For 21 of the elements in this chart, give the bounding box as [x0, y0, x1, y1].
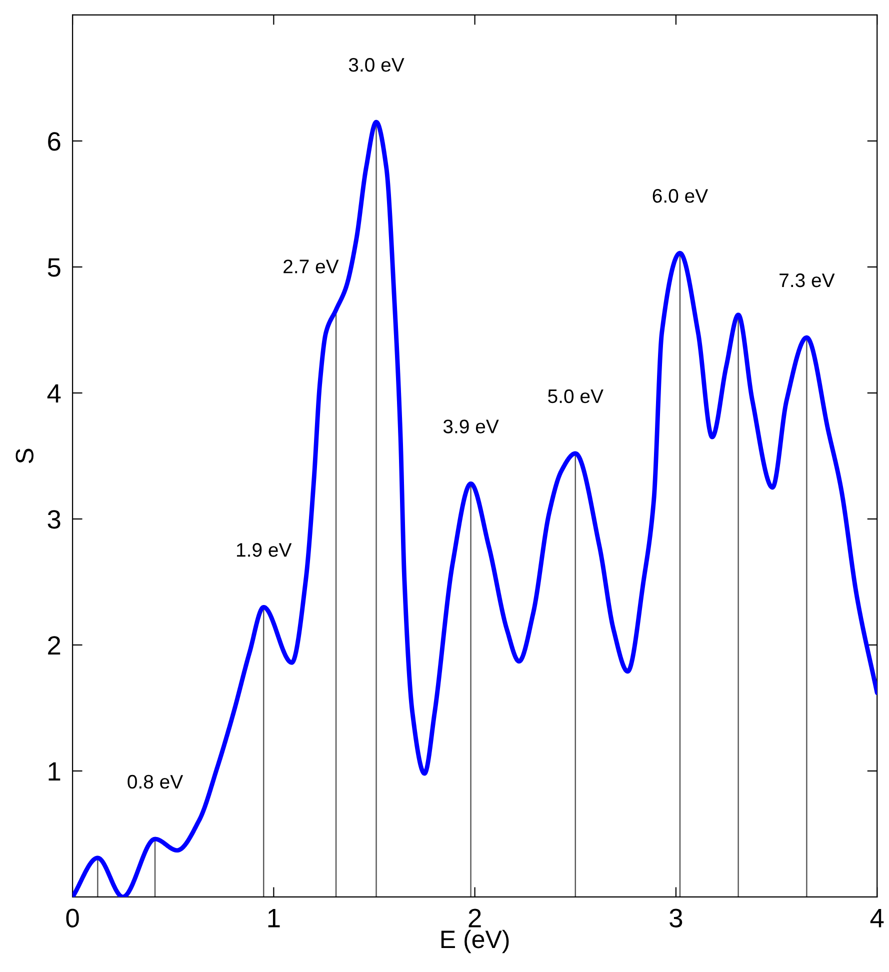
x-tick-label: 1 — [268, 909, 280, 928]
y-tick-label: 4 — [47, 384, 61, 403]
annotation: 0.8 eV — [128, 774, 184, 789]
y-tick-label: 2 — [48, 636, 60, 655]
x-tick-label: 4 — [870, 909, 884, 928]
y-tick-label: 1 — [48, 762, 60, 781]
annotation: 7.3 eV — [780, 273, 835, 288]
annotation: 1.9 eV — [237, 543, 292, 557]
y-axis-title: S — [16, 448, 34, 464]
annotation: 2.7 eV — [284, 260, 339, 274]
annotation: 3.0 eV — [348, 58, 404, 72]
annotation: 3.9 eV — [443, 420, 499, 434]
x-tick-label: 2 — [468, 908, 481, 928]
annotation: 6.0 eV — [652, 189, 708, 203]
y-tick-label: 6 — [48, 132, 60, 151]
x-tick-label: 0 — [66, 908, 79, 928]
annotation: 5.0 eV — [548, 389, 604, 404]
y-tick-label: 5 — [48, 258, 60, 277]
x-axis-title: E (eV) — [441, 930, 509, 954]
y-tick-label: 3 — [48, 510, 60, 529]
x-tick-label: 3 — [670, 908, 682, 928]
